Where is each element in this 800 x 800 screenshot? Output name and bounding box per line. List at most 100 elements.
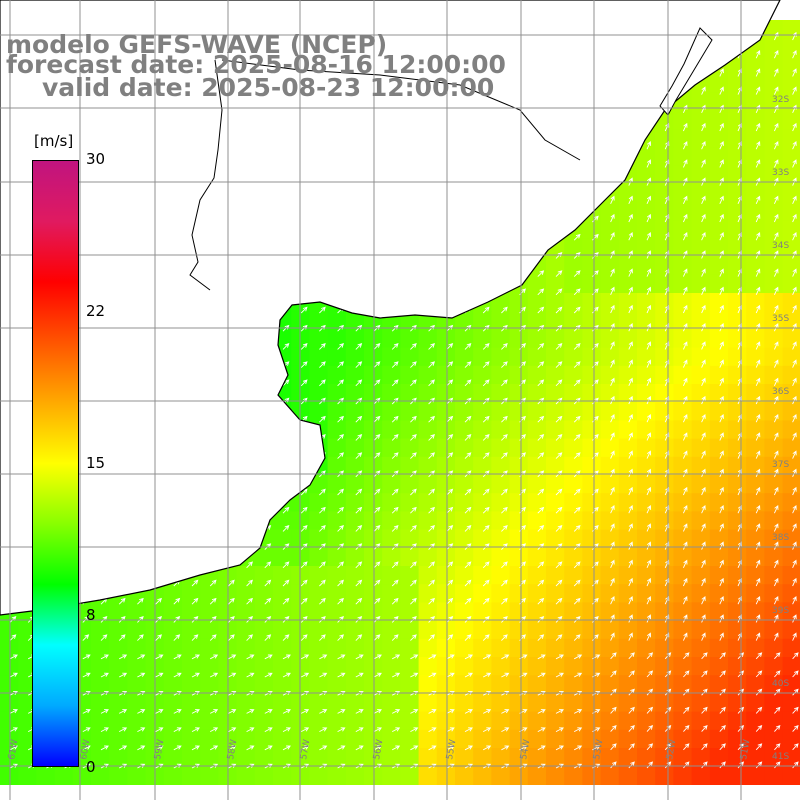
wind-speed-cell (182, 584, 201, 603)
wind-arrow (646, 359, 652, 368)
wind-arrow (209, 654, 219, 660)
wind-arrow (610, 341, 615, 350)
wind-speed-cell (600, 766, 620, 785)
wind-arrow (555, 525, 563, 532)
wind-arrow (410, 561, 417, 569)
wind-speed-cell (691, 620, 711, 640)
wind-arrow (446, 488, 454, 496)
wind-arrow (610, 468, 615, 477)
wind-arrow (610, 652, 617, 660)
colorbar-tick-15: 15 (86, 454, 106, 472)
wind-speed-cell (473, 748, 492, 767)
wind-arrow (410, 361, 417, 368)
wind-arrow (319, 415, 326, 423)
wind-arrow (773, 377, 779, 386)
wind-speed-cell (236, 602, 256, 622)
wind-speed-cell (491, 566, 511, 585)
wind-arrow (719, 377, 724, 386)
wind-arrow (792, 395, 797, 405)
wind-speed-cell (709, 111, 729, 130)
wind-arrow (628, 486, 633, 496)
wind-speed-cell (382, 620, 401, 640)
wind-speed-cell (364, 693, 383, 713)
wind-speed-cell (637, 165, 656, 185)
wind-arrow (646, 761, 654, 769)
wind-arrow (755, 541, 761, 550)
wind-speed-cell (618, 456, 638, 476)
wind-arrow (118, 709, 128, 714)
wind-arrow (792, 268, 797, 277)
wind-arrow (319, 561, 326, 569)
wind-speed-cell (400, 438, 420, 458)
wind-speed-cell (364, 438, 383, 458)
wind-speed-cell (473, 384, 492, 403)
wind-arrow (610, 432, 615, 441)
wind-speed-cell (254, 693, 274, 713)
wind-speed-cell (764, 20, 784, 39)
wind-speed-cell (673, 438, 693, 458)
wind-arrow (719, 505, 724, 514)
wind-speed-cell (673, 766, 693, 785)
wind-arrow (755, 688, 763, 696)
wind-arrow (373, 634, 381, 641)
wind-speed-cell (163, 729, 183, 749)
wind-arrow (391, 361, 399, 368)
land-mask (0, 0, 781, 616)
wind-speed-cell (473, 456, 492, 476)
wind-speed-cell (728, 293, 747, 312)
wind-arrow (628, 614, 633, 623)
wind-speed-cell (546, 584, 565, 603)
wind-arrow (701, 450, 706, 459)
wind-arrow (355, 525, 363, 532)
wind-speed-cell (582, 402, 602, 421)
wind-speed-cell (418, 638, 438, 658)
wind-arrow (701, 486, 706, 496)
wind-arrow (355, 361, 363, 368)
wind-speed-cell (746, 493, 765, 512)
wind-arrow (355, 727, 364, 732)
wind-arrow (373, 654, 382, 660)
wind-speed-cell (564, 493, 583, 512)
wind-arrow (628, 596, 633, 605)
wind-speed-cell (782, 420, 800, 440)
wind-speed-cell (309, 329, 329, 349)
wind-speed-cell (582, 748, 602, 767)
wind-speed-cell (691, 602, 711, 622)
wind-speed-cell (455, 711, 474, 731)
wind-speed-cell (0, 729, 19, 749)
wind-speed-cell (364, 402, 383, 421)
wind-arrow (373, 672, 382, 678)
wind-arrow (501, 597, 508, 605)
wind-speed-cell (655, 693, 674, 713)
wind-speed-cell (509, 293, 529, 312)
wind-speed-cell (691, 693, 711, 713)
wind-arrow (482, 434, 490, 441)
wind-arrow (610, 559, 615, 568)
wind-speed-cell (418, 456, 438, 476)
wind-arrow (682, 614, 688, 623)
wind-arrow (592, 634, 599, 641)
wind-arrow (337, 727, 346, 732)
wind-speed-cell (436, 675, 456, 694)
wind-speed-cell (273, 547, 292, 567)
wind-arrow (300, 379, 308, 387)
wind-speed-cell (400, 329, 420, 349)
wind-arrow (446, 597, 454, 605)
wind-speed-cell (254, 657, 274, 676)
wind-arrow (228, 654, 237, 660)
wind-arrow (573, 727, 583, 732)
wind-arrow (792, 706, 799, 714)
wind-arrow (792, 286, 797, 295)
wind-speed-cell (637, 493, 656, 512)
wind-arrow (191, 672, 200, 678)
wind-speed-cell (655, 602, 674, 622)
wind-arrow (773, 632, 779, 641)
wind-speed-cell (746, 420, 765, 440)
longitude-label: 52W (665, 739, 678, 761)
wind-arrow (319, 727, 328, 732)
wind-arrow (300, 525, 308, 532)
wind-arrow (391, 634, 399, 641)
wind-speed-cell (582, 657, 602, 676)
wind-speed-cell (655, 711, 674, 731)
wind-arrow (646, 414, 652, 423)
